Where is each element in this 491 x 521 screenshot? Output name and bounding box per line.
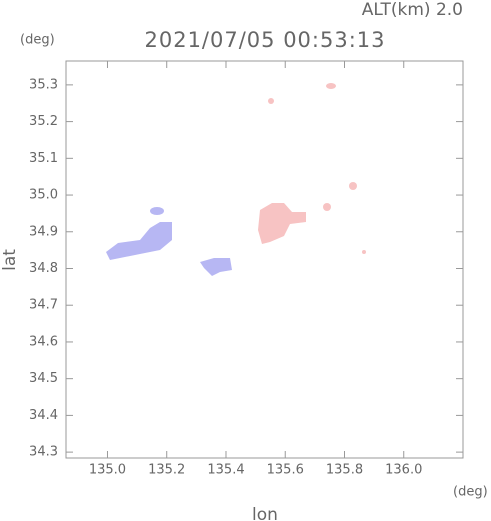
y-tick-label: 35.3 (29, 77, 58, 92)
x-tick-label: 135.8 (326, 463, 363, 478)
y-axis-label: lat (0, 249, 20, 271)
y-tick-label: 35.0 (29, 188, 58, 203)
y-tick-label: 34.8 (29, 261, 58, 276)
chart-title: 2021/07/05 00:53:13 (144, 28, 385, 52)
y-tick-label: 35.2 (29, 114, 58, 129)
x-tick-label: 135.4 (207, 463, 244, 478)
x-tick-label: 135.2 (148, 463, 185, 478)
y-tick-label: 34.7 (29, 298, 58, 313)
x-tick-label: 135.0 (89, 463, 126, 478)
x-unit: (deg) (453, 485, 488, 500)
y-tick-label: 34.5 (29, 371, 58, 386)
y-unit: (deg) (20, 33, 55, 48)
plot-frame (65, 60, 464, 459)
y-tick-label: 34.3 (29, 445, 58, 460)
x-tick-label: 135.6 (267, 463, 304, 478)
y-tick-label: 34.6 (29, 334, 58, 349)
y-tick-label: 34.9 (29, 224, 58, 239)
y-tick-label: 35.1 (29, 151, 58, 166)
y-tick-label: 34.4 (29, 408, 58, 423)
echo-field (106, 83, 366, 276)
altitude-label: ALT(km) 2.0 (362, 0, 463, 20)
x-axis-label: lon (252, 505, 278, 521)
x-tick-label: 136.0 (385, 463, 422, 478)
